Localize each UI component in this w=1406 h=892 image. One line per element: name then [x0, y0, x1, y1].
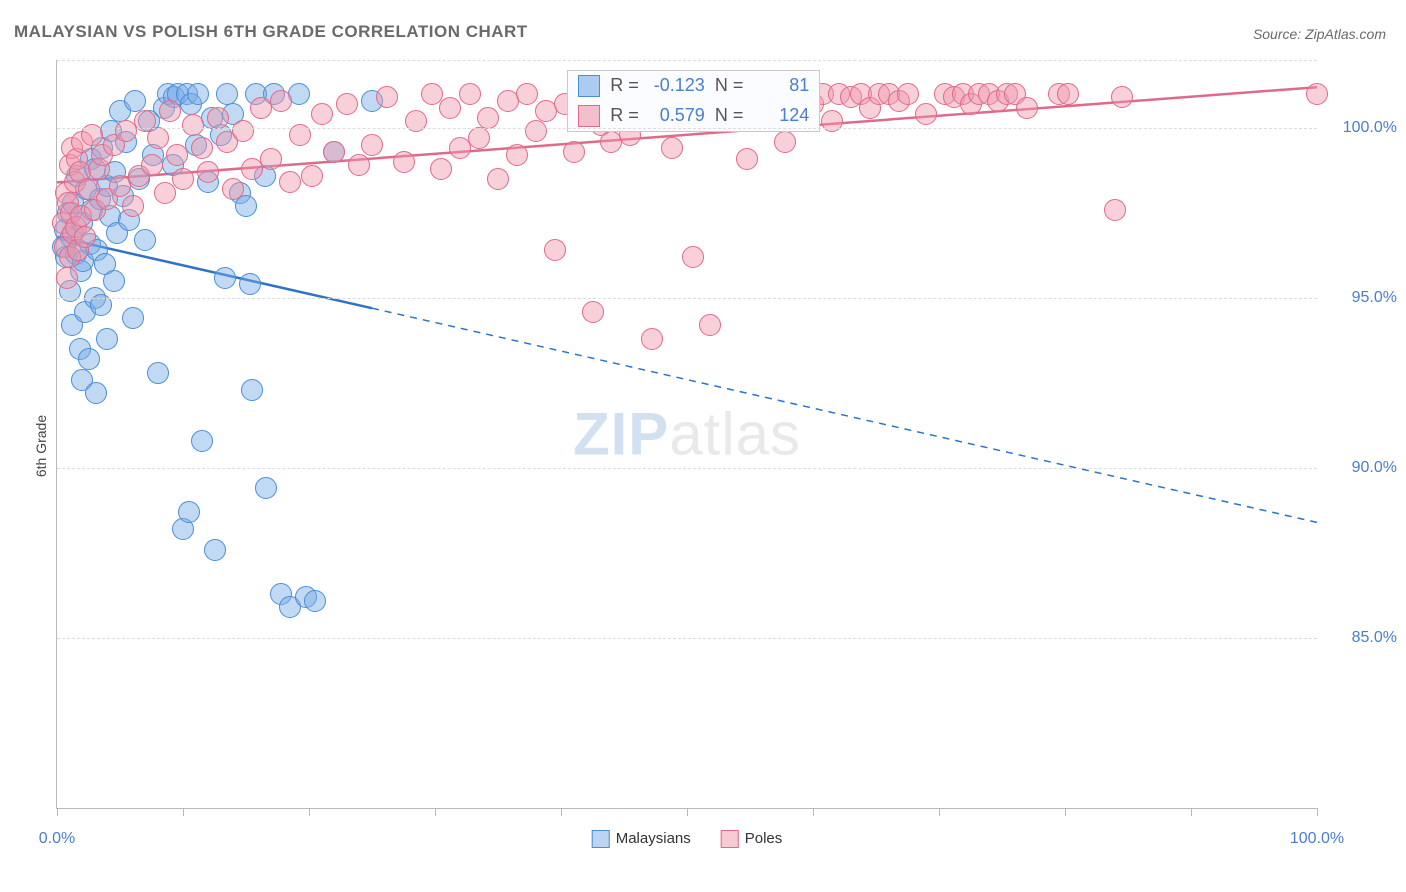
scatter-plot: ZIPatlas R =-0.123N =81R =0.579N =124 Ma… [56, 60, 1317, 809]
chart-title: MALAYSIAN VS POLISH 6TH GRADE CORRELATIO… [14, 22, 528, 42]
source-label: Source: ZipAtlas.com [1253, 26, 1386, 42]
series-legend: Malaysians Poles [592, 830, 783, 848]
legend-poles: Poles [721, 830, 783, 848]
legend-malaysians: Malaysians [592, 830, 691, 848]
stats-box: R =-0.123N =81R =0.579N =124 [567, 70, 820, 132]
y-axis-label: 6th Grade [33, 415, 49, 477]
